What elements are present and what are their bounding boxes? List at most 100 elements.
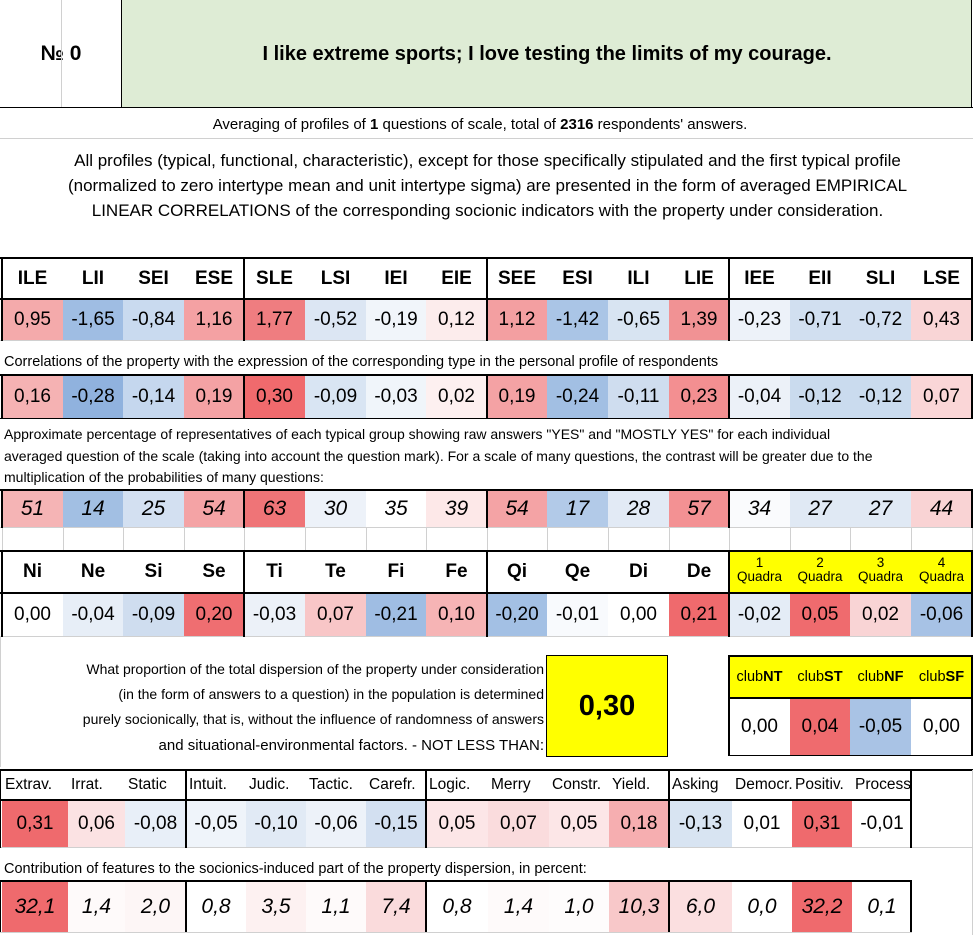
percentage-value: 14 [63,491,123,527]
grid-line [244,528,245,550]
function-label: Fi [387,561,405,582]
correlation-value: 0,16 [2,376,63,418]
function-label: Fe [445,561,468,582]
grid-line [790,528,791,550]
correlation-value: 0,23 [669,376,729,418]
grid-line [0,847,973,848]
quadra-label: 1 Quadra [729,552,790,592]
type-value: 0,12 [426,300,487,340]
contribution-value: 1,4 [68,882,125,932]
grid-line [243,490,245,528]
grid-line [486,551,488,637]
percentage-value: 17 [547,491,608,527]
grid-line [729,755,973,756]
correlation-value: 0,19 [487,376,547,418]
quadra-word: Quadra [736,569,783,584]
club-code: ST [824,669,843,685]
type-value: 1,16 [184,300,244,340]
grid-line [425,881,427,933]
contribution-value: 1,1 [306,882,366,932]
type-value: 1,39 [669,300,729,340]
function-value: -0,04 [63,594,123,636]
grid-line [972,848,973,935]
type-label: SEE [497,268,537,289]
grid-line [729,697,973,699]
quadra-label: 4 Quadra [911,552,972,592]
percentage-value: 28 [608,491,669,527]
trait-value: 0,01 [732,801,792,847]
club-prefix: club [736,669,764,685]
function-label: Qi [506,561,528,582]
type-label: ILI [627,268,650,289]
trait-label: Democr. [735,776,793,793]
type-value: -0,65 [608,300,669,340]
grid-line [0,799,912,801]
respondent-count: 2316 [560,116,594,133]
function-label: Ti [266,561,283,582]
club-prefix: club [797,669,825,685]
type-value: 0,43 [911,300,972,340]
correlation-value: -0,14 [123,376,184,418]
grid-line [972,528,973,550]
grid-line [850,528,851,550]
trait-value: -0,15 [366,801,426,847]
function-label: Qe [564,561,591,582]
grid-line [910,881,912,933]
grid-line [0,880,912,882]
contribution-value: 32,2 [792,882,852,932]
quadra-number: 3 [876,555,885,570]
function-label: Te [325,561,346,582]
trait-label: Extrav. [5,776,53,793]
trait-label: Constr. [552,776,602,793]
percentage-value: 25 [123,491,184,527]
percentage-value: 63 [244,491,305,527]
type-value: -0,23 [729,300,790,340]
grid-line [486,258,488,341]
correlation-value: -0,11 [608,376,669,418]
grid-line [972,770,973,848]
grid-line [547,528,548,550]
function-value: -0,03 [244,594,305,636]
percentage-value: 57 [669,491,729,527]
function-value: 0,20 [184,594,244,636]
grid-line [2,528,3,550]
quadra-number: 1 [755,555,764,570]
grid-line [1,258,3,341]
grid-line [911,528,912,550]
type-label: IEI [384,268,408,289]
contribution-value: 6,0 [669,882,732,932]
description-paragraph: All profiles (typical, functional, chara… [67,151,908,220]
type-label: SLE [256,268,293,289]
type-value: -0,84 [123,300,184,340]
grid-line [366,528,367,550]
function-value: -0,21 [366,594,426,636]
club-value: 0,00 [729,699,790,755]
contribution-value: 0,0 [732,882,792,932]
function-label: Ni [23,561,42,582]
trait-value: 0,31 [792,801,852,847]
type-value: 1,12 [487,300,547,340]
percentage-value: 30 [305,491,366,527]
type-label: ILE [17,268,48,289]
grid-line [243,375,245,419]
grid-line [0,769,973,771]
quadra-number: 2 [816,555,824,570]
trait-value: 0,05 [426,801,488,847]
trait-value: 0,05 [549,801,609,847]
grid-line [729,528,730,550]
trait-label: Logic. [429,776,471,793]
grid-line [1,375,3,419]
grid-line [971,655,973,756]
grid-line [971,551,973,637]
trait-label: Positiv. [795,776,844,793]
function-value: 0,00 [608,594,669,636]
dispersion-text-line: What proportion of the total dispersion … [86,661,544,677]
trait-value: -0,10 [246,801,306,847]
percentage-value: 54 [184,491,244,527]
type-value: -0,72 [850,300,911,340]
grid-line [971,375,973,419]
trait-label: Carefr. [369,776,416,793]
grid-line [305,528,306,550]
trait-value: 0,07 [488,801,549,847]
correlation-value: -0,12 [850,376,911,418]
